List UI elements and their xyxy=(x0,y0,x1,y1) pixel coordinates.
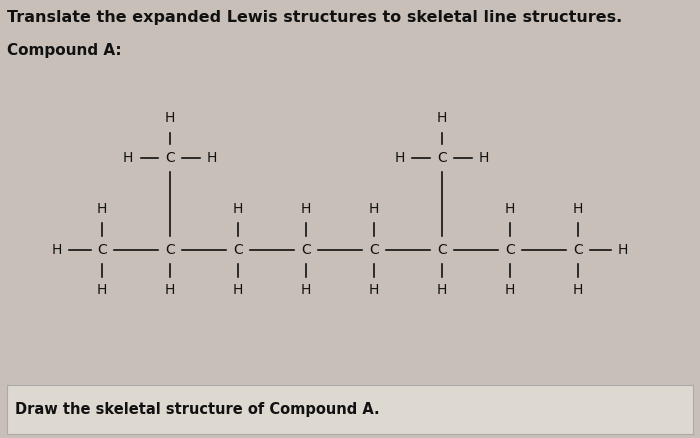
Text: H: H xyxy=(505,202,515,216)
Text: H: H xyxy=(618,243,629,257)
Text: H: H xyxy=(573,202,583,216)
Text: Draw the skeletal structure of Compound A.: Draw the skeletal structure of Compound … xyxy=(15,402,380,417)
Text: H: H xyxy=(479,151,489,165)
Text: H: H xyxy=(164,283,175,297)
Text: H: H xyxy=(369,283,379,297)
Text: H: H xyxy=(97,283,107,297)
Text: H: H xyxy=(232,202,243,216)
Text: H: H xyxy=(300,202,311,216)
Text: C: C xyxy=(165,243,175,257)
Text: C: C xyxy=(437,243,447,257)
Text: H: H xyxy=(207,151,217,165)
Text: H: H xyxy=(97,202,107,216)
Text: H: H xyxy=(122,151,133,165)
Text: C: C xyxy=(505,243,514,257)
Text: H: H xyxy=(232,283,243,297)
Text: C: C xyxy=(369,243,379,257)
Text: H: H xyxy=(394,151,405,165)
Text: H: H xyxy=(505,283,515,297)
Text: Compound A:: Compound A: xyxy=(7,43,121,58)
Text: Translate the expanded Lewis structures to skeletal line structures.: Translate the expanded Lewis structures … xyxy=(7,10,622,25)
Text: H: H xyxy=(573,283,583,297)
Text: H: H xyxy=(437,111,447,125)
Text: H: H xyxy=(51,243,62,257)
Text: C: C xyxy=(97,243,107,257)
Text: C: C xyxy=(573,243,582,257)
Text: C: C xyxy=(233,243,243,257)
Text: H: H xyxy=(437,283,447,297)
Text: C: C xyxy=(165,151,175,165)
Text: C: C xyxy=(301,243,311,257)
Text: C: C xyxy=(437,151,447,165)
Text: H: H xyxy=(300,283,311,297)
Text: H: H xyxy=(369,202,379,216)
Text: H: H xyxy=(164,111,175,125)
